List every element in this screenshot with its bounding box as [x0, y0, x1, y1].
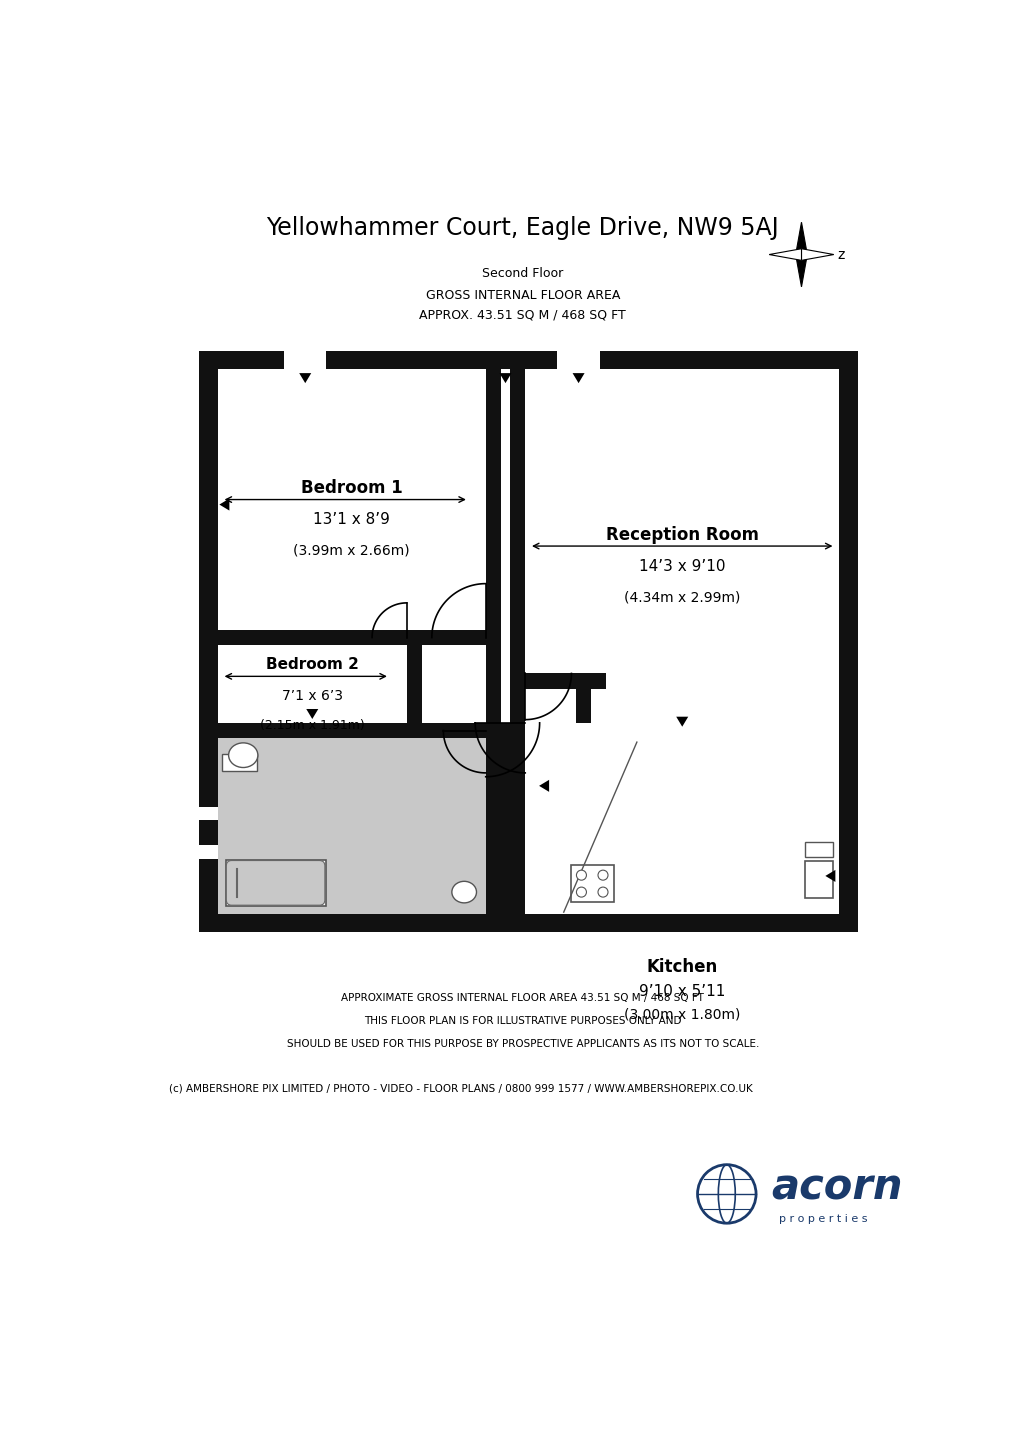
- Text: THIS FLOOR PLAN IS FOR ILLUSTRATIVE PURPOSES ONLY AND: THIS FLOOR PLAN IS FOR ILLUSTRATIVE PURP…: [364, 1016, 681, 1026]
- Circle shape: [597, 870, 607, 880]
- Bar: [199, 350, 857, 932]
- Bar: [218, 723, 485, 738]
- Bar: [556, 350, 599, 369]
- Text: 7’1 x 6’3: 7’1 x 6’3: [281, 689, 342, 703]
- Text: (2.15m x 1.91m): (2.15m x 1.91m): [260, 719, 365, 732]
- Polygon shape: [572, 373, 584, 383]
- Text: GROSS INTERNAL FLOOR AREA: GROSS INTERNAL FLOOR AREA: [425, 288, 620, 301]
- Bar: [283, 350, 326, 369]
- Polygon shape: [676, 716, 688, 726]
- Bar: [218, 723, 485, 914]
- Polygon shape: [499, 373, 511, 383]
- Text: (3.99m x 2.66m): (3.99m x 2.66m): [293, 543, 410, 558]
- Text: (4.34m x 2.99m): (4.34m x 2.99m): [624, 591, 740, 604]
- Bar: [407, 630, 422, 723]
- Bar: [571, 865, 613, 902]
- Bar: [225, 860, 325, 906]
- Polygon shape: [795, 222, 806, 255]
- Bar: [218, 630, 500, 646]
- Bar: [575, 673, 590, 723]
- Polygon shape: [219, 499, 229, 510]
- Text: p r o p e r t i e s: p r o p e r t i e s: [779, 1213, 867, 1223]
- Text: Yellowhammer Court, Eagle Drive, NW9 5AJ: Yellowhammer Court, Eagle Drive, NW9 5AJ: [266, 216, 779, 239]
- Text: acorn: acorn: [770, 1167, 902, 1209]
- Ellipse shape: [228, 744, 258, 768]
- Bar: [525, 369, 839, 723]
- Polygon shape: [824, 870, 835, 882]
- Bar: [218, 630, 407, 723]
- Circle shape: [576, 888, 586, 898]
- Circle shape: [576, 870, 586, 880]
- Bar: [230, 865, 320, 901]
- Text: SHOULD BE USED FOR THIS PURPOSE BY PROSPECTIVE APPLICANTS AS ITS NOT TO SCALE.: SHOULD BE USED FOR THIS PURPOSE BY PROSP…: [286, 1039, 758, 1049]
- Bar: [218, 369, 485, 630]
- Text: z: z: [837, 248, 844, 261]
- Bar: [485, 369, 500, 723]
- Bar: [199, 807, 218, 820]
- Polygon shape: [801, 249, 833, 261]
- Text: Kitchen: Kitchen: [646, 958, 717, 976]
- FancyBboxPatch shape: [226, 860, 324, 905]
- Bar: [805, 862, 833, 898]
- Text: 13’1 x 8’9: 13’1 x 8’9: [313, 513, 390, 527]
- Polygon shape: [306, 709, 318, 719]
- Text: (c) AMBERSHORE PIX LIMITED / PHOTO - VIDEO - FLOOR PLANS / 0800 999 1577 / WWW.A: (c) AMBERSHORE PIX LIMITED / PHOTO - VID…: [168, 1084, 752, 1094]
- Text: 9’10 x 5’11: 9’10 x 5’11: [639, 984, 725, 999]
- Text: 14’3 x 9’10: 14’3 x 9’10: [638, 559, 725, 574]
- Bar: [525, 673, 590, 914]
- Bar: [525, 673, 606, 689]
- Bar: [805, 842, 833, 857]
- Text: APPROX. 43.51 SQ M / 468 SQ FT: APPROX. 43.51 SQ M / 468 SQ FT: [419, 308, 626, 321]
- Bar: [407, 630, 485, 723]
- Polygon shape: [299, 373, 311, 383]
- Text: (3.00m x 1.80m): (3.00m x 1.80m): [624, 1007, 740, 1022]
- Text: Bedroom 1: Bedroom 1: [301, 478, 403, 497]
- Bar: [199, 844, 218, 859]
- Bar: [222, 754, 257, 771]
- Text: Second Floor: Second Floor: [482, 267, 562, 281]
- Polygon shape: [539, 780, 548, 793]
- Polygon shape: [795, 255, 806, 287]
- Polygon shape: [768, 249, 801, 261]
- Bar: [510, 369, 525, 723]
- Circle shape: [597, 888, 607, 898]
- Text: Bedroom 2: Bedroom 2: [266, 657, 359, 673]
- Text: Reception Room: Reception Room: [605, 526, 758, 543]
- Bar: [590, 723, 839, 914]
- Ellipse shape: [451, 882, 476, 904]
- Text: APPROXIMATE GROSS INTERNAL FLOOR AREA 43.51 SQ M / 468 SQ FT: APPROXIMATE GROSS INTERNAL FLOOR AREA 43…: [341, 993, 703, 1003]
- Bar: [485, 369, 525, 723]
